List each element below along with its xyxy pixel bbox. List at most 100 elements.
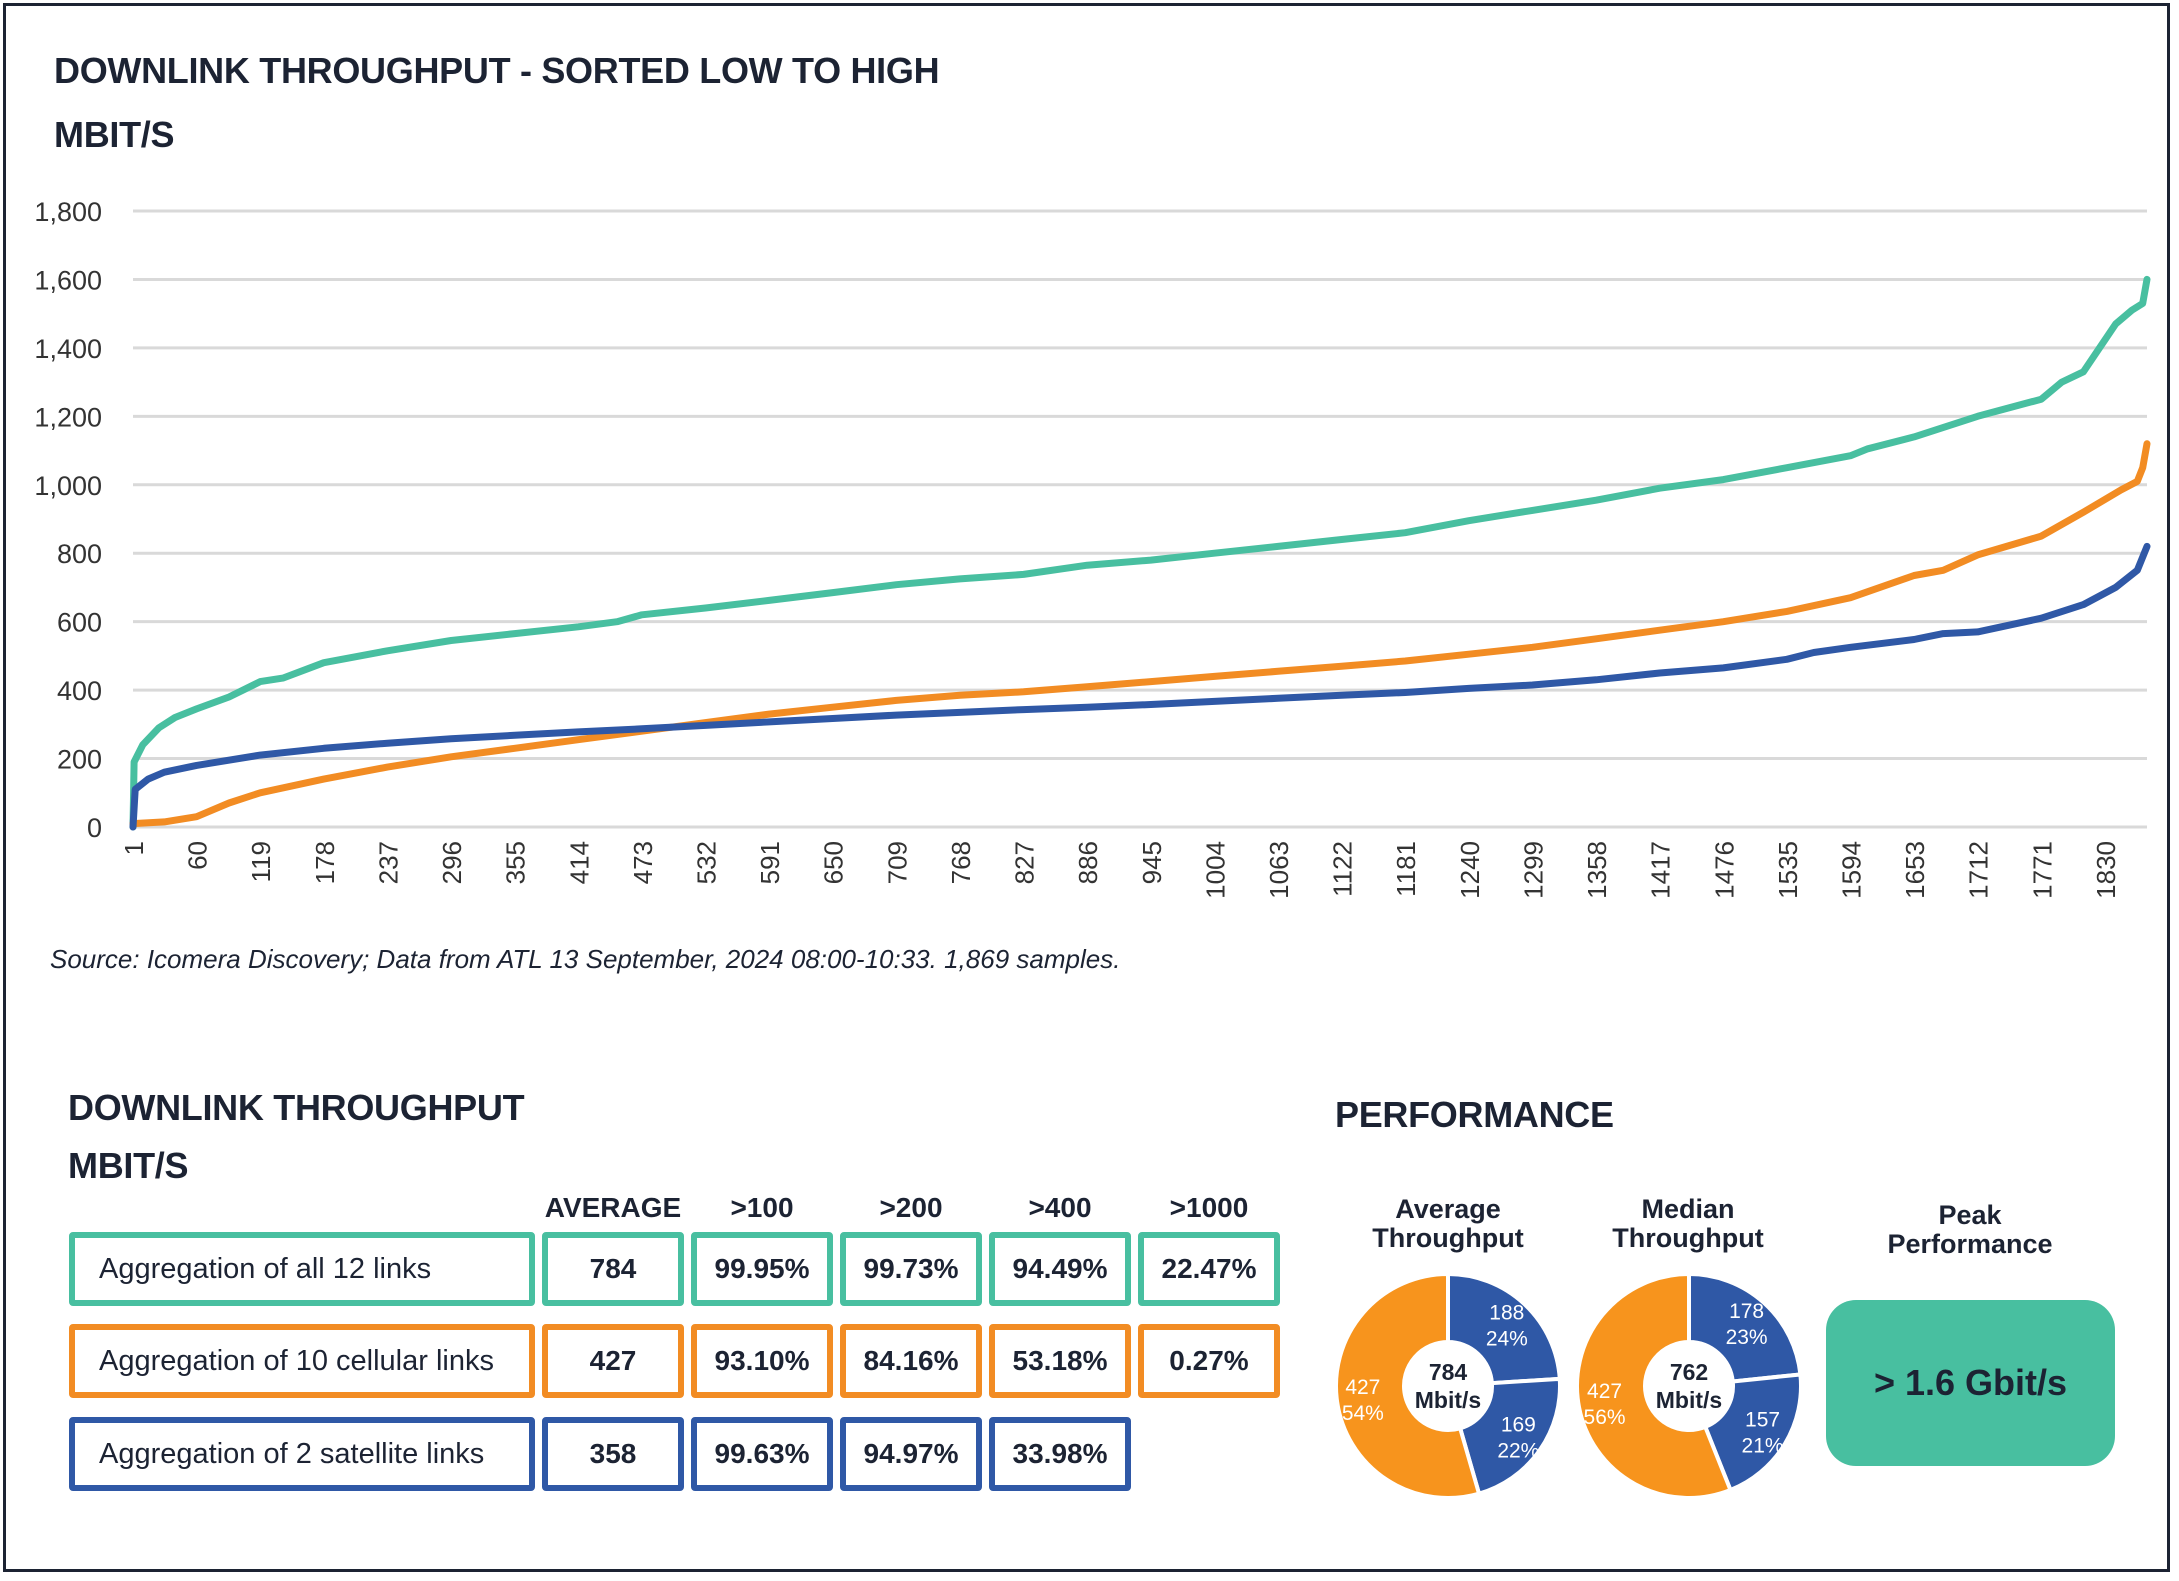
x-tick-label: 945	[1137, 841, 1167, 884]
median-title-line1: Median	[1641, 1194, 1735, 1224]
donut-0-slice-2-value: 427	[1345, 1376, 1380, 1399]
y-tick-label: 0	[87, 813, 102, 843]
peak-title-line1: Peak	[1938, 1200, 2002, 1230]
cell-satellite-gt400: 33.98%	[989, 1417, 1131, 1491]
donut-1-slice-1	[1702, 1372, 1803, 1493]
chart-unit: MBIT/S	[54, 114, 175, 155]
x-tick-label: 1181	[1391, 841, 1421, 897]
donut-0-slice-2	[1334, 1271, 1482, 1500]
cell-satellite-gt100: 99.63%	[691, 1417, 833, 1491]
series-line-0	[129, 275, 2151, 831]
y-tick-label: 400	[57, 676, 102, 706]
cell-all-average: 784	[542, 1232, 684, 1306]
donut-1-center-unit: Mbit/s	[1656, 1387, 1722, 1413]
cell-cellular-gt400: 53.18%	[989, 1324, 1131, 1398]
x-tick-label: 709	[882, 841, 912, 884]
donut-0-slice-1-value: 169	[1501, 1413, 1536, 1436]
x-tick-label: 60	[183, 841, 213, 870]
donut-1-slice-0-pct: 23%	[1726, 1326, 1768, 1349]
peak-performance-badge: > 1.6 Gbit/s	[1826, 1300, 2115, 1466]
x-tick-label: 1417	[1646, 841, 1676, 899]
cell-cellular-gt200: 84.16%	[840, 1324, 982, 1398]
average-throughput-title: Average Throughput	[1328, 1195, 1568, 1253]
x-tick-label: 355	[501, 841, 531, 884]
x-tick-label: 1	[119, 841, 149, 855]
cell-satellite-gt200: 94.97%	[840, 1417, 982, 1491]
x-tick-label: 532	[692, 841, 722, 884]
x-tick-label: 1476	[1709, 841, 1739, 899]
x-tick-label: 1594	[1837, 841, 1867, 899]
donut-1-slice-0	[1687, 1271, 1803, 1384]
x-tick-label: 827	[1010, 841, 1040, 884]
x-tick-label: 768	[946, 841, 976, 884]
x-tick-label: 591	[755, 841, 785, 884]
x-tick-label: 1535	[1773, 841, 1803, 899]
donut-0-slice-0-pct: 24%	[1486, 1327, 1528, 1350]
donut-1-slice-2-value: 427	[1587, 1380, 1622, 1403]
cell-satellite-average: 358	[542, 1417, 684, 1491]
y-tick-label: 1,800	[34, 197, 102, 227]
x-tick-label: 1063	[1264, 841, 1294, 899]
x-tick-label: 1712	[1964, 841, 1994, 899]
performance-title: PERFORMANCE	[1335, 1094, 1614, 1135]
col-header-gt200: >200	[879, 1192, 943, 1223]
donut-1-slice-2	[1575, 1271, 1734, 1500]
median-title-line2: Throughput	[1612, 1223, 1764, 1253]
x-tick-label: 1653	[1900, 841, 1930, 899]
cell-all-gt200: 99.73%	[840, 1232, 982, 1306]
table-unit: MBIT/S	[68, 1145, 189, 1186]
x-tick-label: 650	[819, 841, 849, 884]
y-tick-label: 1,400	[34, 334, 102, 364]
series-line-2	[129, 542, 2151, 831]
donut-0-center-value: 784	[1429, 1359, 1468, 1385]
row-label-cellular-links: Aggregation of 10 cellular links	[69, 1324, 535, 1398]
y-tick-label: 200	[57, 745, 102, 775]
source-note: Source: Icomera Discovery; Data from ATL…	[50, 944, 1121, 974]
x-tick-label: 1122	[1328, 841, 1358, 897]
y-tick-label: 800	[57, 539, 102, 569]
col-header-gt1000: >1000	[1169, 1192, 1249, 1223]
y-tick-label: 1,600	[34, 265, 102, 295]
cell-all-gt100: 99.95%	[691, 1232, 833, 1306]
cell-cellular-gt1000: 0.27%	[1138, 1324, 1280, 1398]
median-throughput-title: Median Throughput	[1568, 1195, 1808, 1253]
x-tick-label: 1771	[2027, 841, 2057, 899]
cell-all-gt400: 94.49%	[989, 1232, 1131, 1306]
donut-0-slice-0	[1446, 1271, 1562, 1386]
y-tick-label: 1,200	[34, 402, 102, 432]
y-tick-label: 600	[57, 608, 102, 638]
x-tick-label: 473	[628, 841, 658, 884]
x-tick-label: 1004	[1200, 841, 1230, 899]
table-title: DOWNLINK THROUGHPUT	[68, 1087, 525, 1128]
donut-0-slice-2-pct: 54%	[1342, 1402, 1384, 1425]
x-tick-label: 119	[246, 841, 276, 882]
donut-0-slice-1	[1457, 1376, 1562, 1497]
peak-performance-title: Peak Performance	[1850, 1201, 2090, 1259]
donut-1-center-value: 762	[1670, 1359, 1708, 1385]
donut-0-slice-1-pct: 22%	[1497, 1439, 1539, 1462]
x-tick-label: 886	[1073, 841, 1103, 884]
x-tick-label: 414	[564, 841, 594, 884]
cell-cellular-gt100: 93.10%	[691, 1324, 833, 1398]
donut-1-slice-0-value: 178	[1729, 1300, 1764, 1323]
x-tick-label: 1240	[1455, 841, 1485, 899]
donut-1-slice-2-pct: 56%	[1584, 1406, 1626, 1429]
row-label-satellite-links: Aggregation of 2 satellite links	[69, 1417, 535, 1491]
col-header-average: AVERAGE	[544, 1192, 682, 1223]
col-header-gt100: >100	[730, 1192, 794, 1223]
donut-0-slice-0-value: 188	[1489, 1301, 1524, 1324]
x-tick-label: 296	[437, 841, 467, 884]
chart-title: DOWNLINK THROUGHPUT - SORTED LOW TO HIGH	[54, 50, 940, 91]
average-title-line1: Average	[1395, 1194, 1501, 1224]
average-title-line2: Throughput	[1372, 1223, 1524, 1253]
x-tick-label: 1358	[1582, 841, 1612, 899]
donut-1-slice-1-pct: 21%	[1742, 1435, 1784, 1458]
x-tick-label: 178	[310, 841, 340, 884]
series-line-1	[129, 440, 2151, 828]
donut-0-center-unit: Mbit/s	[1415, 1387, 1481, 1413]
col-header-gt400: >400	[1028, 1192, 1092, 1223]
figure-frame	[3, 3, 2170, 1572]
cell-all-gt1000: 22.47%	[1138, 1232, 1280, 1306]
